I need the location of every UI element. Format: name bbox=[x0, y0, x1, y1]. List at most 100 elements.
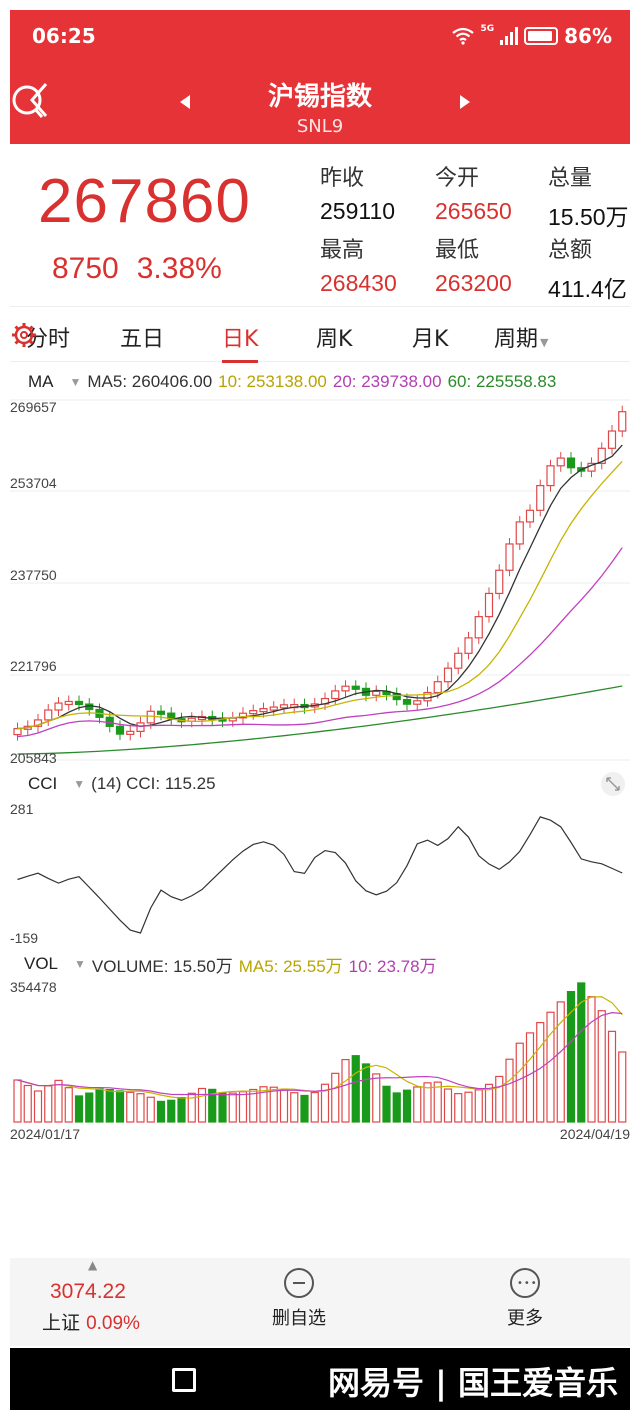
last-price: 267860 bbox=[38, 167, 251, 236]
chevron-down-icon[interactable]: ▼ bbox=[73, 777, 86, 791]
volume-bar bbox=[146, 1096, 155, 1123]
volume-bar bbox=[74, 1095, 84, 1123]
candle-body bbox=[279, 704, 289, 709]
app-header: 06:25 5G 86% 沪锡指数 SNL9 bbox=[10, 10, 630, 144]
volume-bar bbox=[105, 1088, 114, 1123]
volume-bar bbox=[495, 1075, 504, 1123]
tab-five-day[interactable]: 五日 bbox=[120, 327, 165, 352]
remove-watchlist-button[interactable]: 删自选 bbox=[244, 1268, 354, 1330]
candlestick-panel bbox=[10, 399, 630, 761]
stat-volume: 总量 15.50万 bbox=[548, 166, 629, 230]
volume-bar bbox=[382, 1085, 391, 1123]
tab-period[interactable]: 周期 ▼ bbox=[494, 321, 548, 353]
quote-panel: 267860 8750 3.38% 昨收 259110 今开 265650 总量 … bbox=[10, 144, 630, 304]
volume-bar bbox=[126, 1091, 135, 1123]
tab-weekly-k[interactable]: 周K bbox=[316, 327, 353, 352]
candle-body bbox=[372, 690, 381, 696]
volume-bar bbox=[85, 1092, 94, 1123]
ma5-value: MA5: 260406.00 bbox=[87, 372, 213, 391]
volume-bar bbox=[454, 1093, 463, 1123]
price-axis-label: 237750 bbox=[10, 567, 57, 583]
tab-daily-k[interactable]: 日K bbox=[222, 321, 259, 363]
volume-bar bbox=[433, 1081, 442, 1123]
volume-bar bbox=[156, 1100, 166, 1123]
next-item-icon[interactable] bbox=[458, 94, 472, 110]
tab-monthly-k[interactable]: 月K bbox=[412, 327, 449, 352]
candle-body bbox=[269, 706, 278, 711]
back-icon[interactable] bbox=[24, 80, 54, 120]
candle-body bbox=[74, 700, 84, 706]
volume-bar bbox=[33, 1090, 43, 1123]
price-axis-label: 253704 bbox=[10, 475, 57, 491]
status-time: 06:25 bbox=[32, 24, 96, 48]
candle-body bbox=[259, 708, 268, 713]
volume-bar bbox=[44, 1085, 53, 1123]
volume-bar bbox=[279, 1089, 289, 1123]
ma-indicator-row: MA ▼ MA5: 260406.00 10: 253138.00 20: 23… bbox=[10, 366, 630, 398]
chevron-down-icon[interactable]: ▼ bbox=[69, 375, 82, 389]
candle-body bbox=[443, 667, 453, 683]
expand-up-icon[interactable]: ▲ bbox=[88, 1258, 98, 1272]
vol-ma5-value: MA5: 25.55万 bbox=[238, 956, 343, 976]
vol-ma10-line bbox=[17, 1012, 623, 1096]
cci-label[interactable]: CCI bbox=[28, 774, 58, 793]
ma20-value: 20: 239738.00 bbox=[332, 372, 442, 391]
cci-line bbox=[17, 816, 623, 934]
candle-body bbox=[607, 430, 617, 449]
volume-bar bbox=[208, 1088, 217, 1123]
stat-prev-close: 昨收 259110 bbox=[320, 166, 396, 224]
candle-body bbox=[413, 700, 422, 705]
volume-bar bbox=[269, 1086, 278, 1123]
price-axis-label: 269657 bbox=[10, 399, 57, 415]
ma-label[interactable]: MA bbox=[28, 372, 54, 391]
candle-body bbox=[505, 543, 514, 571]
candle-body bbox=[464, 637, 473, 654]
gear-icon[interactable] bbox=[10, 321, 38, 349]
candle-body bbox=[474, 616, 483, 639]
index-name[interactable]: 上证 0.09% bbox=[42, 1308, 140, 1335]
volume-bar bbox=[413, 1086, 422, 1123]
candle-body bbox=[13, 728, 22, 736]
tab-intraday[interactable]: 分时 bbox=[26, 327, 71, 352]
more-button[interactable]: ••• 更多 bbox=[470, 1268, 580, 1330]
cci-indicator-row: CCI ▼ (14) CCI: 115.25 bbox=[10, 768, 630, 800]
volume-bar bbox=[259, 1086, 268, 1123]
candle-body bbox=[64, 700, 73, 706]
candle-body bbox=[566, 457, 576, 469]
index-value[interactable]: 3074.22 bbox=[50, 1280, 126, 1303]
ma10-value: 10: 253138.00 bbox=[218, 372, 327, 391]
stat-open: 今开 265650 bbox=[435, 166, 512, 224]
volume-bar bbox=[218, 1092, 227, 1123]
volume-bar bbox=[167, 1099, 176, 1123]
ma20-line bbox=[17, 547, 623, 738]
cci-value: (14) CCI: 115.25 bbox=[91, 774, 216, 793]
ma60-line bbox=[17, 685, 623, 755]
price-change: 8750 3.38% bbox=[52, 252, 222, 286]
candle-body bbox=[136, 722, 145, 732]
candle-body bbox=[341, 685, 350, 692]
volume-bar bbox=[351, 1055, 360, 1123]
volume-bar bbox=[197, 1087, 207, 1123]
search-icon[interactable] bbox=[10, 82, 46, 122]
prev-item-icon[interactable] bbox=[178, 94, 192, 110]
volume-bar bbox=[484, 1083, 494, 1123]
volume-bar bbox=[618, 1051, 627, 1123]
chevron-down-icon[interactable]: ▼ bbox=[74, 957, 86, 971]
wifi-icon bbox=[452, 27, 475, 45]
volume-bar bbox=[392, 1092, 401, 1123]
more-dots-icon: ••• bbox=[510, 1268, 540, 1298]
volume-bar bbox=[525, 1032, 535, 1123]
kline-chart[interactable]: MA ▼ MA5: 260406.00 10: 253138.00 20: 23… bbox=[10, 362, 630, 1152]
volume-bar bbox=[300, 1094, 309, 1123]
volume-bar bbox=[249, 1088, 258, 1123]
vol-axis-label: 354478 bbox=[10, 979, 57, 995]
cci-axis-label: 281 bbox=[10, 801, 34, 817]
date-start-label: 2024/01/17 bbox=[10, 1126, 81, 1142]
vol-label[interactable]: VOL bbox=[24, 954, 59, 973]
volume-bar bbox=[372, 1073, 381, 1123]
volume-bar bbox=[54, 1079, 63, 1123]
change-percent: 3.38% bbox=[136, 252, 222, 285]
expand-icon[interactable] bbox=[600, 771, 626, 797]
recent-apps-button[interactable] bbox=[172, 1368, 196, 1392]
candle-body bbox=[54, 702, 63, 711]
